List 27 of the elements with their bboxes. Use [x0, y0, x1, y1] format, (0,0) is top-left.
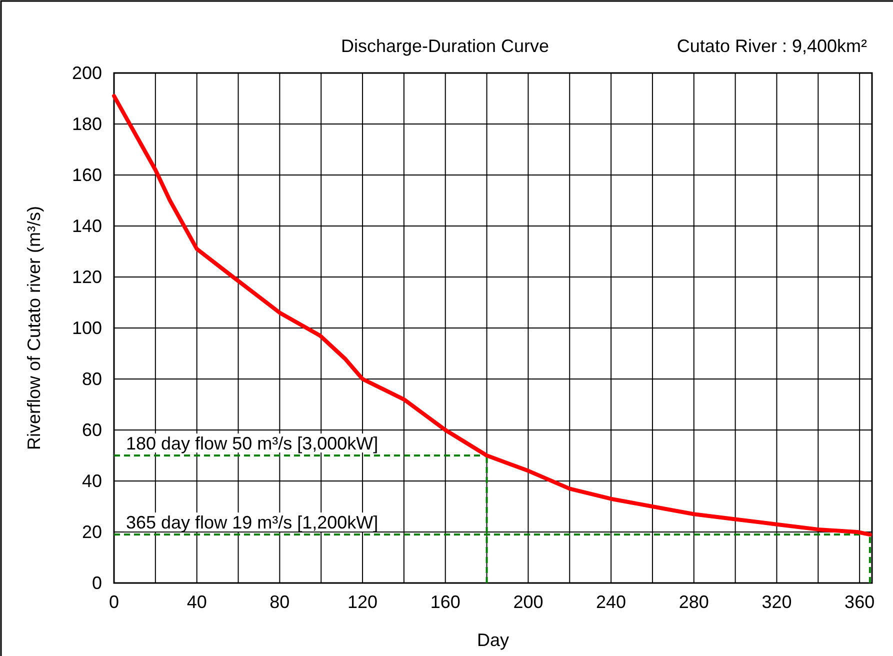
y-tick-label: 100	[72, 318, 102, 338]
x-tick-label: 0	[108, 592, 120, 612]
x-tick-label: 80	[270, 592, 290, 612]
y-tick-label: 60	[82, 420, 102, 440]
x-axis-title: Day	[476, 630, 510, 650]
chart-title: Discharge-Duration Curve	[340, 36, 550, 56]
x-tick-label: 160	[430, 592, 460, 612]
x-tick-label: 40	[186, 592, 207, 612]
y-tick-label: 160	[72, 164, 102, 185]
y-tick-label: 140	[72, 216, 102, 236]
ref-line-label: 365 day flow 19 m³/s [1,200kW]	[126, 512, 378, 533]
x-tick-label: 360	[844, 592, 875, 612]
chart-subtitle: Cutato River : 9,400km²	[676, 36, 867, 56]
y-tick-label: 180	[72, 114, 102, 134]
y-tick-label: 200	[72, 62, 102, 83]
y-axis-title: Riverflow of Cutato river (m³/s)	[24, 206, 44, 450]
y-tick-label: 40	[82, 470, 102, 491]
y-tick-label: 120	[72, 266, 102, 287]
x-tick-label: 280	[678, 592, 709, 612]
y-tick-label: 0	[92, 572, 102, 593]
x-tick-label: 120	[348, 592, 378, 612]
y-tick-label: 80	[82, 368, 102, 389]
x-tick-label: 200	[513, 592, 544, 612]
y-tick-label: 20	[82, 522, 102, 542]
x-tick-label: 320	[762, 592, 792, 612]
x-tick-label: 240	[596, 592, 626, 612]
ref-line-label: 180 day flow 50 m³/s [3,000kW]	[126, 434, 378, 454]
